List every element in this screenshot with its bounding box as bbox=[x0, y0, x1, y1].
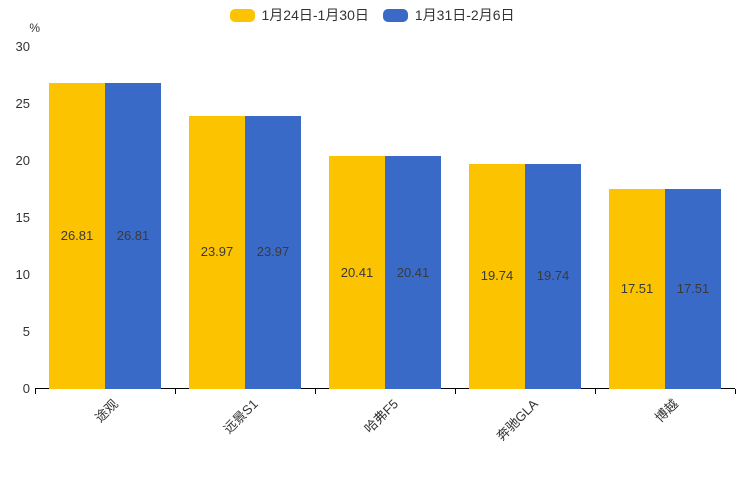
bar-value-label: 17.51 bbox=[676, 281, 710, 297]
x-axis-category-label: 哈弗F5 bbox=[361, 396, 401, 437]
y-axis-tick-label: 10 bbox=[15, 267, 30, 282]
bar-value-label: 19.74 bbox=[480, 268, 514, 284]
x-axis-category-label: 奔驰GLA bbox=[493, 396, 541, 444]
legend-item-series-2[interactable]: 1月31日-2月6日 bbox=[382, 7, 515, 23]
bar-value-label: 23.97 bbox=[200, 244, 234, 260]
x-axis-tick bbox=[315, 389, 316, 394]
y-axis-tick-label: 5 bbox=[22, 324, 30, 339]
bar-series-2 bbox=[385, 156, 441, 389]
bar-value-label: 19.74 bbox=[536, 268, 570, 284]
x-axis-tick bbox=[455, 389, 456, 394]
y-axis-tick-label: 0 bbox=[22, 381, 30, 396]
bar-series-2 bbox=[105, 83, 161, 389]
bar-series-1 bbox=[189, 115, 245, 389]
legend-swatch-yellow-icon bbox=[229, 8, 255, 22]
bar-value-label: 26.81 bbox=[60, 228, 94, 244]
x-axis-tick bbox=[595, 389, 596, 394]
bar-value-label: 20.41 bbox=[340, 264, 374, 280]
bar-value-label: 23.97 bbox=[256, 244, 290, 260]
x-axis-category-label: 博越 bbox=[651, 396, 681, 426]
x-axis-tick bbox=[175, 389, 176, 394]
bar-series-2 bbox=[245, 115, 301, 389]
bar-value-label: 17.51 bbox=[620, 281, 654, 297]
bar-series-1 bbox=[49, 83, 105, 389]
y-axis-tick-label: 25 bbox=[15, 96, 30, 111]
x-axis-tick bbox=[35, 389, 36, 394]
bar-value-label: 26.81 bbox=[116, 228, 150, 244]
bar-value-label: 20.41 bbox=[396, 264, 430, 280]
y-axis-tick-label: 20 bbox=[15, 153, 30, 168]
y-axis-unit-label: % bbox=[29, 21, 40, 35]
x-axis-category-label: 远景S1 bbox=[220, 396, 261, 437]
bar-series-2 bbox=[665, 189, 721, 389]
bar-series-2 bbox=[525, 163, 581, 389]
legend-item-series-1[interactable]: 1月24日-1月30日 bbox=[229, 7, 369, 23]
y-axis-tick-label: 15 bbox=[15, 210, 30, 225]
bar-series-1 bbox=[609, 189, 665, 389]
bar-series-1 bbox=[329, 156, 385, 389]
x-axis-category-label: 途观 bbox=[91, 396, 121, 426]
legend-label-series-2: 1月31日-2月6日 bbox=[414, 7, 515, 23]
bar-series-1 bbox=[469, 163, 525, 389]
y-axis-tick-label: 30 bbox=[15, 39, 30, 54]
x-axis-tick bbox=[735, 389, 736, 394]
legend: 1月24日-1月30日 1月31日-2月6日 bbox=[0, 7, 744, 23]
legend-swatch-blue-icon bbox=[382, 8, 408, 22]
legend-label-series-1: 1月24日-1月30日 bbox=[261, 7, 369, 23]
